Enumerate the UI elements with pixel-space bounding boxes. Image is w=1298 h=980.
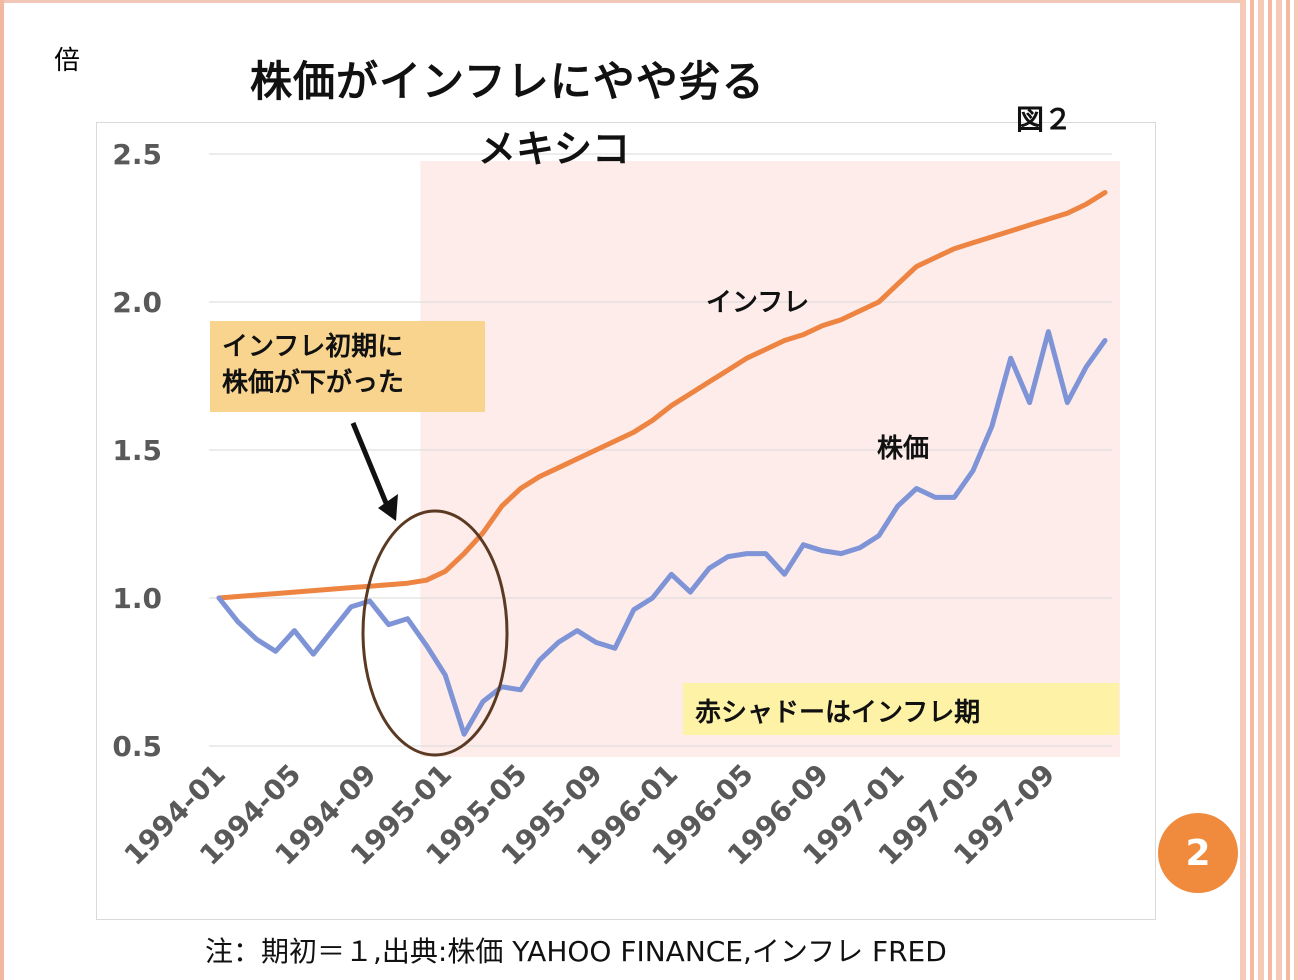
y-unit-label: 倍	[54, 46, 81, 76]
shading-note: 赤シャドーはインフレ期	[683, 683, 1119, 735]
chart-title: 株価がインフレにやや劣る	[250, 57, 765, 106]
arrow-icon	[350, 422, 398, 521]
footnote: 注：期初＝１,出典:株価 YAHOO FINANCE,インフレ FRED	[205, 935, 947, 968]
y-tick-label: 2.5	[112, 138, 162, 171]
y-tick-label: 0.5	[112, 730, 162, 763]
series-label-stock: 株価	[877, 434, 930, 464]
slide-left-border	[0, 0, 4, 980]
y-tick-label: 2.0	[112, 286, 162, 319]
callout-line-2: 株価が下がった	[222, 368, 405, 398]
series-label-inflation: インフレ	[706, 288, 810, 318]
callout-box: インフレ初期に 株価が下がった	[210, 321, 485, 412]
inflation-period-shading	[420, 161, 1121, 757]
highlight-ellipse	[361, 509, 509, 757]
page-number-badge: 2	[1158, 813, 1238, 893]
chart-frame	[96, 122, 1156, 920]
y-tick-label: 1.0	[112, 582, 162, 615]
callout-line-1: インフレ初期に	[222, 332, 404, 362]
chart-subtitle: メキシコ	[478, 127, 631, 171]
y-tick-label: 1.5	[112, 434, 162, 467]
slide-right-border	[1240, 0, 1298, 980]
figure-label: 図２	[1016, 103, 1073, 136]
slide-top-border	[0, 0, 1298, 3]
